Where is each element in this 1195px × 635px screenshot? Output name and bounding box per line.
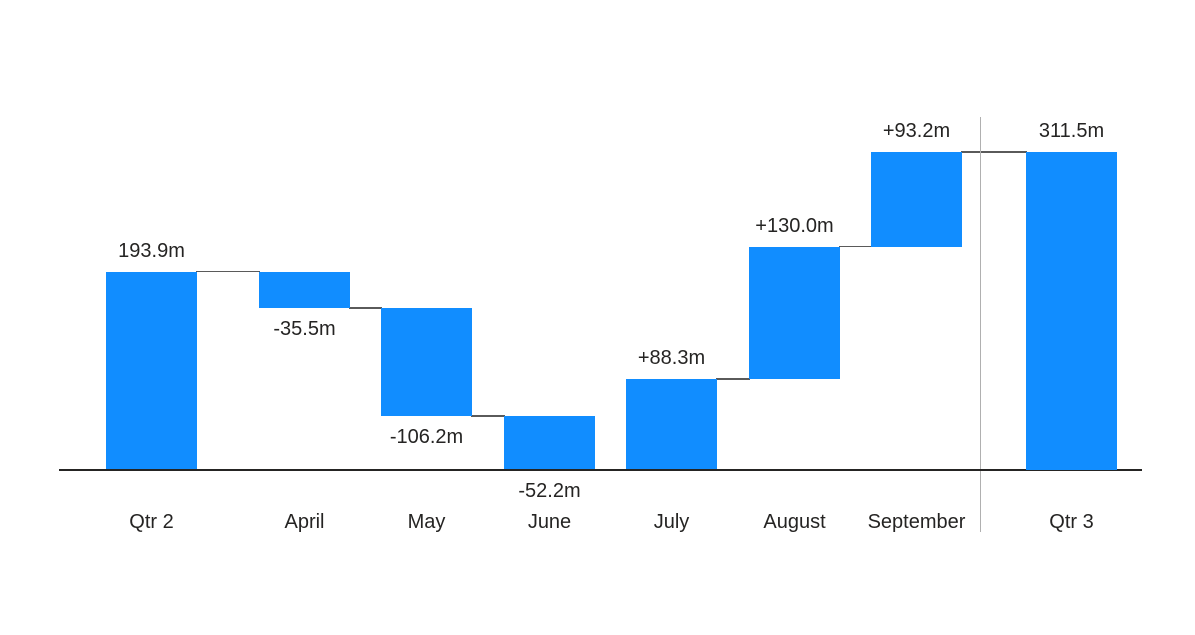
- category-label-august: August: [763, 511, 826, 533]
- value-label-qtr-2: 193.9m: [118, 239, 185, 262]
- connector-line: [716, 378, 750, 380]
- value-label-may: -106.2m: [389, 426, 464, 449]
- connector-line: [839, 245, 872, 248]
- bar-july[interactable]: [626, 379, 717, 470]
- x-axis-line: [59, 468, 1142, 471]
- category-label-june: June: [527, 511, 572, 533]
- bar-august[interactable]: [749, 246, 840, 380]
- bar-may[interactable]: [381, 308, 472, 417]
- bar-september[interactable]: [871, 152, 962, 247]
- connector-line: [196, 270, 260, 273]
- bar-qtr-3[interactable]: [1026, 152, 1117, 470]
- connector-line: [471, 415, 505, 417]
- value-label-june: -52.2m: [518, 479, 581, 502]
- bar-april[interactable]: [259, 271, 350, 309]
- connector-line: [349, 307, 382, 309]
- category-label-september: September: [867, 511, 966, 533]
- total-separator-line: [979, 117, 981, 532]
- category-label-qtr-2: Qtr 2: [129, 511, 174, 533]
- category-label-qtr-3: Qtr 3: [1049, 511, 1094, 533]
- value-label-september: +93.2m: [882, 120, 951, 142]
- category-label-may: May: [407, 511, 446, 533]
- connector-line: [961, 151, 1027, 153]
- value-label-april: -35.5m: [273, 318, 336, 341]
- category-label-july: July: [653, 511, 690, 533]
- value-label-qtr-3: 311.5m: [1038, 120, 1105, 142]
- value-label-august: +130.0m: [755, 214, 834, 237]
- value-label-july: +88.3m: [637, 347, 706, 370]
- bar-june[interactable]: [504, 416, 595, 470]
- bar-qtr-2[interactable]: [106, 271, 197, 470]
- category-label-april: April: [284, 511, 325, 533]
